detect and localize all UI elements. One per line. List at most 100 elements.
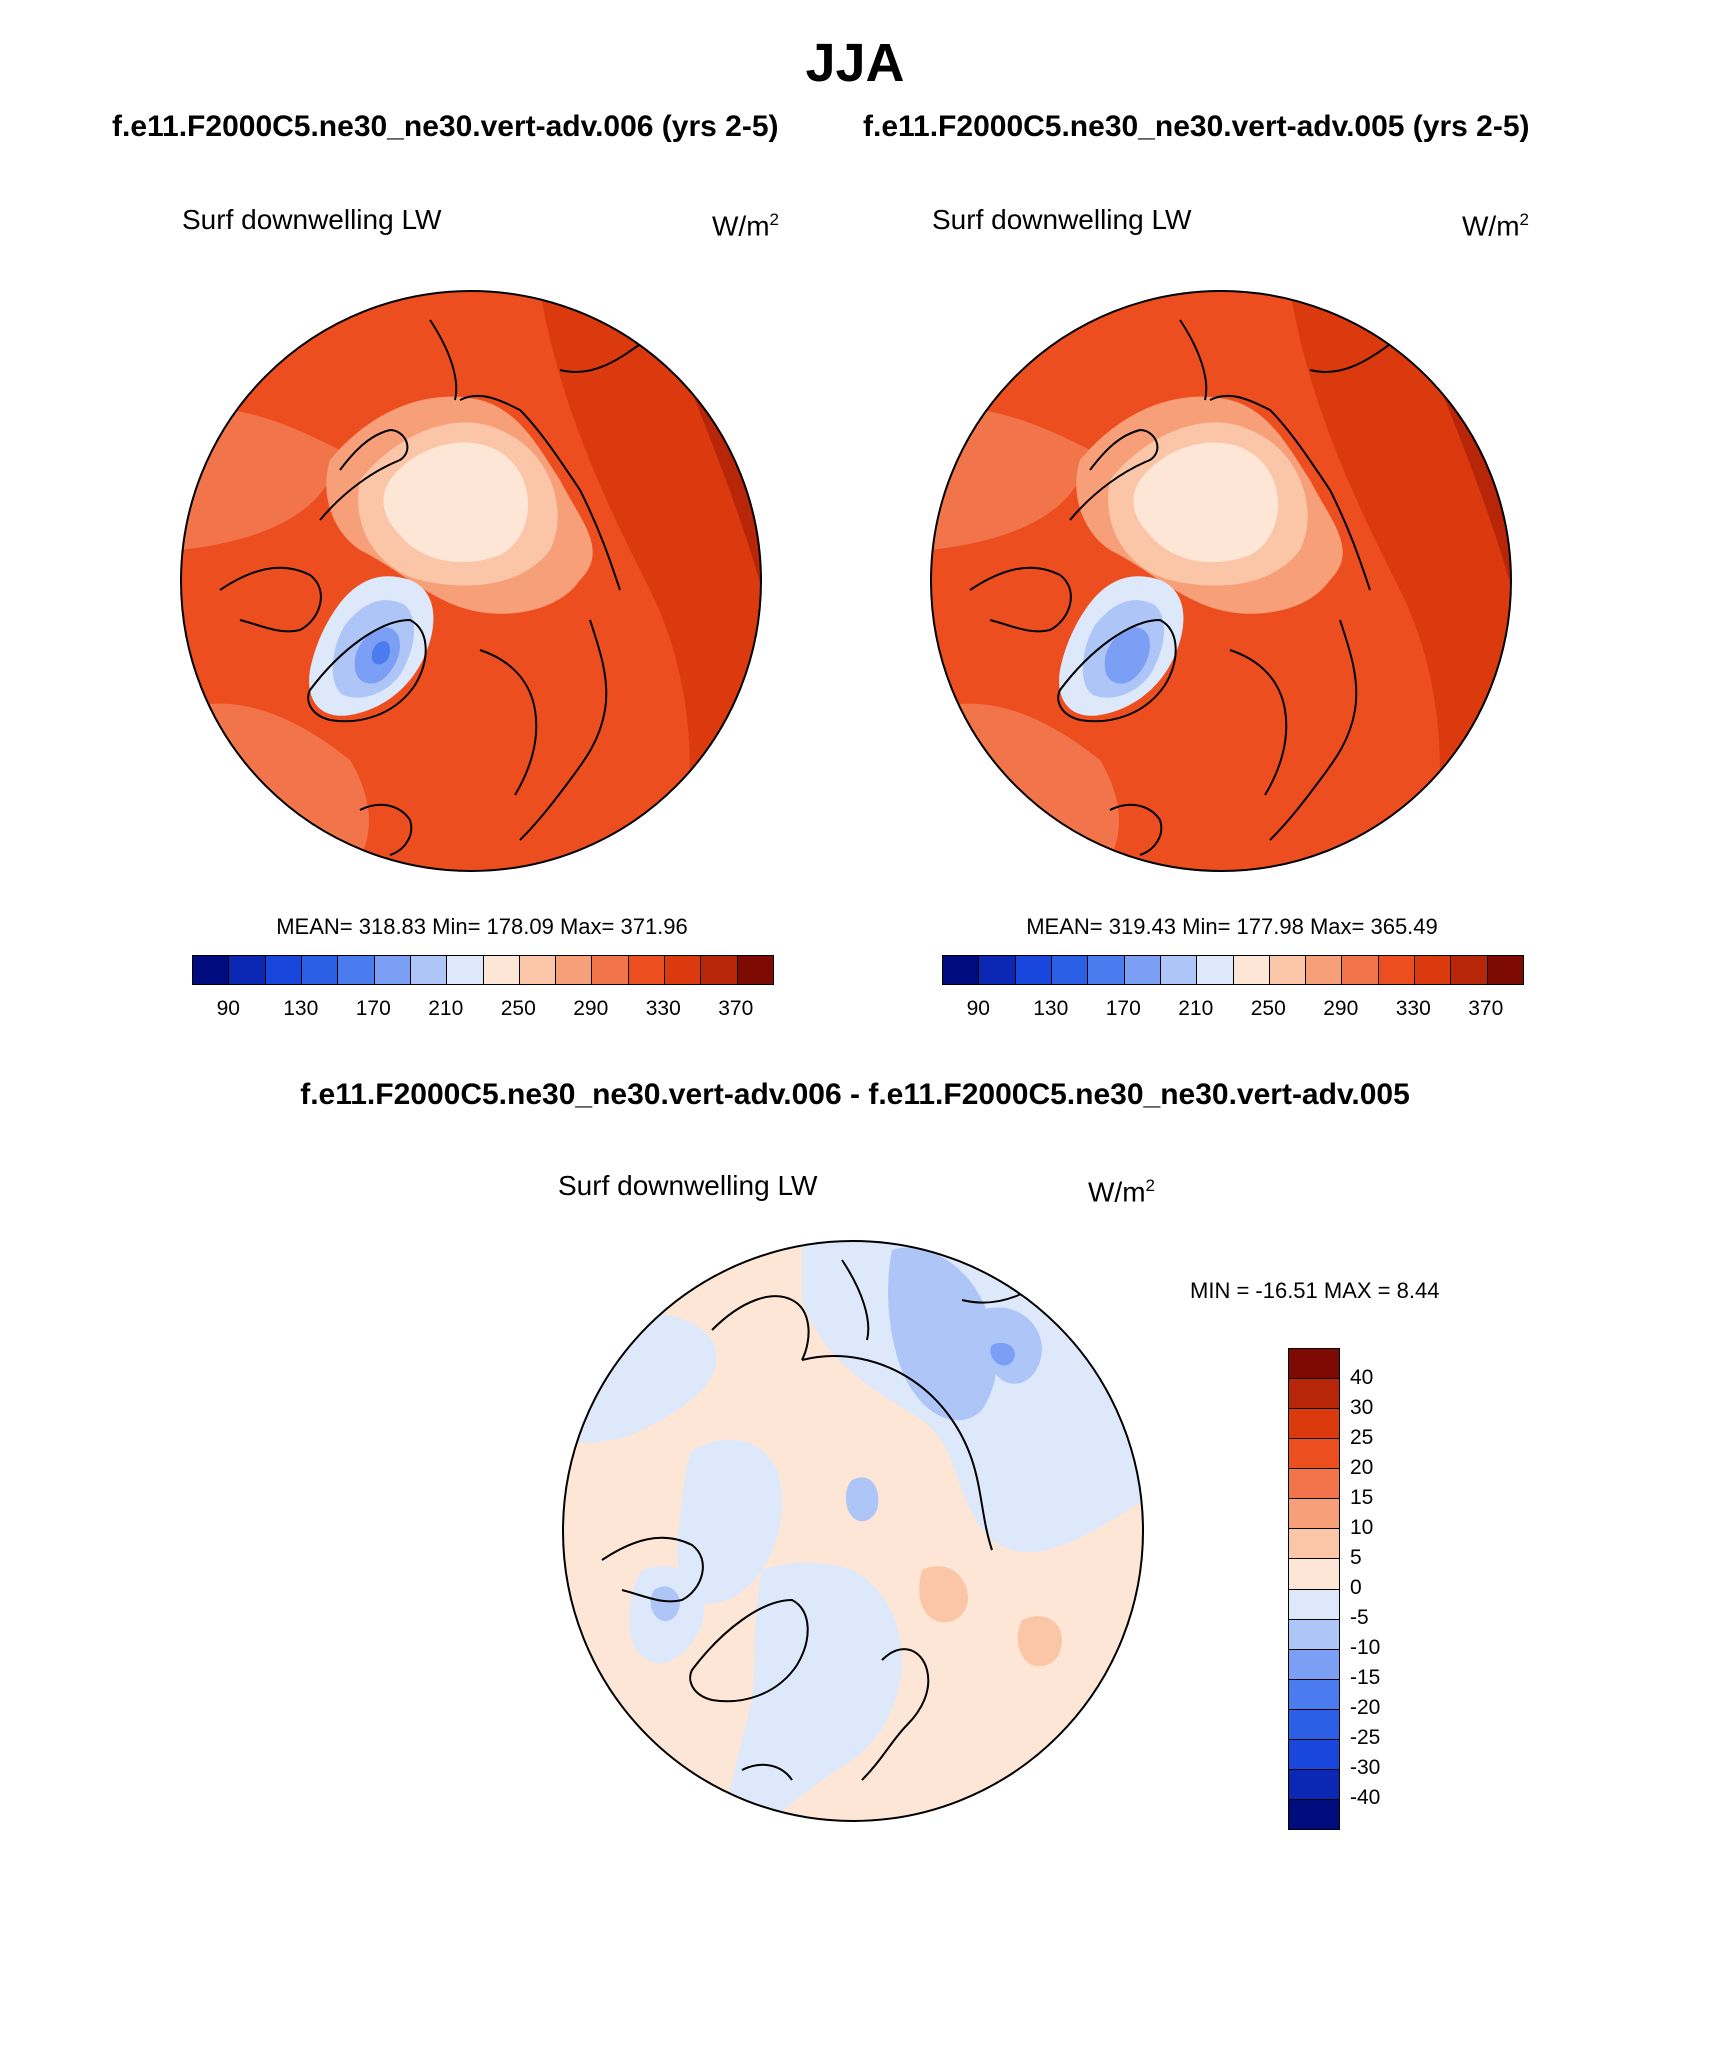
colorbar-tick-label: 15	[1350, 1486, 1374, 1509]
colorbar-swatch	[1289, 1679, 1339, 1710]
panel-2-case-title: f.e11.F2000C5.ne30_ne30.vert-adv.005 (yr…	[863, 110, 1530, 143]
colorbar-swatch	[556, 956, 593, 984]
colorbar-swatch	[519, 956, 557, 984]
panel-1-units: W/m2	[712, 210, 779, 242]
panel-2-units: W/m2	[1462, 210, 1529, 242]
colorbar-swatch	[229, 956, 266, 984]
colorbar-swatch	[1269, 956, 1307, 984]
colorbar-swatch	[301, 956, 339, 984]
colorbar-tick-label: 170	[355, 997, 391, 1020]
colorbar-tick-label: -20	[1350, 1696, 1381, 1719]
panel-1-case-title: f.e11.F2000C5.ne30_ne30.vert-adv.006 (yr…	[112, 110, 779, 143]
colorbar-tick-label: -10	[1350, 1636, 1381, 1659]
colorbar-swatch	[1306, 956, 1343, 984]
colorbar-swatch	[1015, 956, 1052, 984]
colorbar-tick-label: 210	[1178, 997, 1214, 1020]
colorbar-swatch	[1051, 956, 1089, 984]
colorbar-swatch	[979, 956, 1016, 984]
colorbar-tick-label: 370	[1468, 997, 1504, 1020]
colorbar-swatch	[1289, 1409, 1339, 1440]
panel-2-stats: MEAN= 319.43 Min= 177.98 Max= 365.49	[1026, 914, 1438, 939]
colorbar-swatch	[1451, 956, 1488, 984]
colorbar-tick-label: 330	[1395, 997, 1431, 1020]
colorbar-swatch	[265, 956, 302, 984]
colorbar-swatch	[1289, 1709, 1339, 1740]
panel-2-colorbar	[942, 955, 1524, 985]
colorbar-tick-label: 5	[1350, 1546, 1362, 1569]
colorbar-tick-label: 130	[283, 997, 319, 1020]
figure-title: JJA	[805, 33, 905, 93]
difference-title: f.e11.F2000C5.ne30_ne30.vert-adv.006 - f…	[300, 1078, 1410, 1111]
colorbar-tick-label: 210	[428, 997, 464, 1020]
colorbar-tick-label: -15	[1350, 1666, 1381, 1689]
colorbar-swatch	[1342, 956, 1379, 984]
colorbar-swatch	[374, 956, 411, 984]
colorbar-tick-label: 20	[1350, 1456, 1374, 1479]
panel-1-variable-label: Surf downwelling LW	[182, 204, 442, 235]
colorbar-tick-label: 290	[573, 997, 609, 1020]
colorbar-swatch	[193, 956, 230, 984]
colorbar-swatch	[1289, 1739, 1339, 1770]
colorbar-tick-label: 90	[216, 997, 240, 1020]
colorbar-swatch	[1197, 956, 1234, 984]
colorbar-swatch	[1289, 1589, 1339, 1620]
colorbar-swatch	[1289, 1649, 1339, 1680]
colorbar-tick-label: 170	[1105, 997, 1141, 1020]
colorbar-swatch	[1289, 1559, 1339, 1590]
panel-2-polar-map	[930, 290, 1512, 872]
colorbar-swatch	[1233, 956, 1270, 984]
colorbar-tick-label: 250	[1250, 997, 1286, 1020]
difference-units: W/m2	[1088, 1176, 1155, 1208]
colorbar-swatch	[410, 956, 448, 984]
panel-2-variable-label: Surf downwelling LW	[932, 204, 1192, 235]
colorbar-swatch	[1289, 1499, 1339, 1530]
colorbar-swatch	[701, 956, 738, 984]
colorbar-tick-label: 10	[1350, 1516, 1374, 1539]
colorbar-tick-label: -5	[1350, 1606, 1369, 1629]
colorbar-tick-label: 370	[718, 997, 754, 1020]
colorbar-swatch	[1088, 956, 1125, 984]
colorbar-swatch	[1487, 956, 1523, 984]
colorbar-swatch	[737, 956, 773, 984]
colorbar-tick-label: 30	[1350, 1396, 1374, 1419]
colorbar-swatch	[1289, 1469, 1339, 1500]
colorbar-tick-label: 40	[1350, 1366, 1374, 1389]
colorbar-tick-label: 90	[966, 997, 990, 1020]
panel-1-stats: MEAN= 318.83 Min= 178.09 Max= 371.96	[276, 914, 688, 939]
colorbar-tick-label: -25	[1350, 1726, 1381, 1749]
colorbar-swatch	[338, 956, 375, 984]
panel-1-colorbar	[192, 955, 774, 985]
difference-polar-map	[562, 1240, 1144, 1822]
colorbar-swatch	[1289, 1769, 1339, 1800]
colorbar-tick-label: 290	[1323, 997, 1359, 1020]
panel-1-polar-map	[180, 290, 762, 872]
colorbar-swatch	[1289, 1619, 1339, 1650]
colorbar-swatch	[592, 956, 629, 984]
colorbar-swatch	[1289, 1349, 1339, 1380]
colorbar-tick-label: 25	[1350, 1426, 1374, 1449]
colorbar-swatch	[1289, 1529, 1339, 1560]
panel-1-colorbar-ticks: 90 130 170 210 250 290 330 370	[192, 997, 772, 1027]
colorbar-tick-label: 250	[500, 997, 536, 1020]
colorbar-tick-label: -40	[1350, 1786, 1381, 1809]
colorbar-swatch	[483, 956, 520, 984]
colorbar-swatch	[1124, 956, 1161, 984]
difference-variable-label: Surf downwelling LW	[558, 1170, 818, 1201]
colorbar-tick-label: 0	[1350, 1576, 1362, 1599]
colorbar-swatch	[1289, 1439, 1339, 1470]
colorbar-swatch	[943, 956, 980, 984]
colorbar-swatch	[628, 956, 666, 984]
colorbar-swatch	[1289, 1379, 1339, 1410]
colorbar-swatch	[665, 956, 702, 984]
colorbar-tick-label: 130	[1033, 997, 1069, 1020]
panel-2-colorbar-ticks: 90 130 170 210 250 290 330 370	[942, 997, 1522, 1027]
colorbar-swatch	[1415, 956, 1452, 984]
colorbar-swatch	[447, 956, 484, 984]
difference-colorbar	[1288, 1348, 1340, 1830]
colorbar-swatch	[1160, 956, 1198, 984]
difference-colorbar-ticks: 40 30 25 20 15 10 5 0 -5 -10 -15 -20 -25 -30 -40	[1350, 1348, 1410, 1828]
colorbar-swatch	[1289, 1799, 1339, 1829]
colorbar-tick-label: -30	[1350, 1756, 1381, 1779]
colorbar-tick-label: 330	[645, 997, 681, 1020]
difference-stats: MIN = -16.51 MAX = 8.44	[1190, 1278, 1440, 1303]
